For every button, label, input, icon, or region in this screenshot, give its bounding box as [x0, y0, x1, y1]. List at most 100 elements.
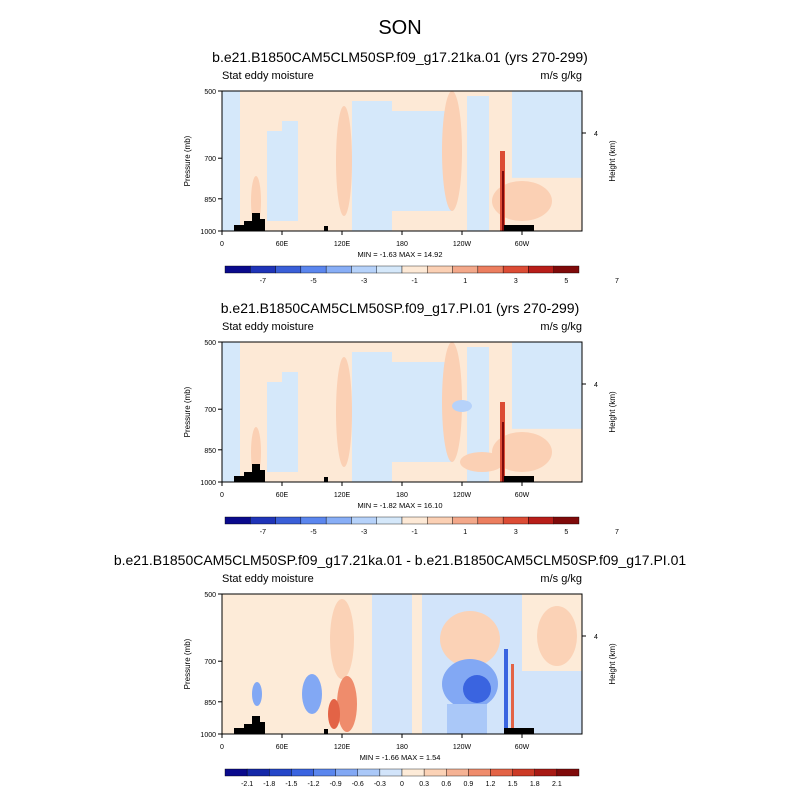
colorbar-label: -1: [412, 529, 418, 536]
colorbar-swatch: [291, 768, 314, 777]
colorbar-swatch: [300, 516, 327, 525]
contour-field: [502, 422, 504, 482]
y-axis-label: Pressure (mb): [183, 386, 192, 437]
colorbar-label: -2.1: [241, 781, 253, 788]
contour-field: [492, 432, 552, 472]
left-string: Stat eddy moisture: [222, 321, 314, 333]
colorbar-swatch: [224, 768, 248, 777]
y-tick-label: 850: [204, 448, 216, 455]
colorbar-label: 1: [463, 529, 467, 536]
colorbar-swatch: [502, 265, 529, 274]
topography: [234, 213, 265, 231]
contour-field: [512, 342, 582, 429]
topography: [324, 477, 328, 482]
colorbar-swatch: [300, 265, 327, 274]
x-tick-label: 120W: [453, 492, 472, 499]
colorbar-swatch: [553, 265, 580, 274]
colorbar-label: -7: [260, 278, 266, 285]
colorbar-label: 1.8: [530, 781, 540, 788]
contour-field: [467, 347, 489, 482]
y-tick-label: 850: [204, 197, 216, 204]
contour-plot: [222, 594, 582, 734]
colorbar-label: 0.9: [464, 781, 474, 788]
y-axis-label: Pressure (mb): [183, 135, 192, 186]
contour-field: [252, 682, 262, 706]
y-axis-right-label: Height (km): [608, 391, 617, 433]
x-tick-label: 120E: [334, 492, 351, 499]
colorbar-swatch: [452, 265, 479, 274]
x-tick-label: 60E: [276, 492, 289, 499]
x-tick-label: 120E: [334, 744, 351, 751]
right-string: m/s g/kg: [540, 70, 582, 82]
x-tick-label: 60W: [515, 492, 530, 499]
colorbar-swatch: [275, 265, 302, 274]
contour-field: [337, 676, 357, 732]
y-tick-label: 700: [204, 659, 216, 666]
x-tick-label: 60E: [276, 241, 289, 248]
colorbar-label: -7: [260, 529, 266, 536]
colorbar-swatch: [534, 768, 558, 777]
colorbar-label: 3: [514, 529, 518, 536]
contour-field: [452, 400, 472, 412]
x-tick-label: 180: [396, 492, 408, 499]
x-tick-label: 0: [220, 492, 224, 499]
contour-field: [328, 699, 340, 729]
colorbar-label: -1.5: [285, 781, 297, 788]
colorbar-label: -1.8: [263, 781, 275, 788]
colorbar-label: 0: [400, 781, 404, 788]
colorbar: -2.1 -1.8 -1.5 -1.2 -0.9 -0.6 -0.3 0 0.3 0.6 0.9 1.…: [224, 768, 580, 788]
colorbar-swatch: [224, 265, 251, 274]
colorbar-swatch: [490, 768, 513, 777]
colorbar-label: 0.6: [441, 781, 451, 788]
contour-field: [463, 675, 491, 703]
colorbar-swatch: [224, 516, 251, 525]
x-tick-label: 0: [220, 241, 224, 248]
colorbar-label: -1: [412, 278, 418, 285]
colorbar-swatch: [423, 768, 447, 777]
contour-field: [222, 342, 240, 482]
colorbar-swatch: [528, 265, 554, 274]
contour-plot: [222, 342, 582, 482]
colorbar-swatch: [325, 265, 352, 274]
colorbar-swatch: [376, 516, 403, 525]
chart-panel: b.e21.B1850CAM5CLM50SP.f09_g17.PI.01 (yr…: [183, 300, 619, 536]
colorbar-swatch: [250, 265, 276, 274]
colorbar-swatch: [357, 768, 381, 777]
y-right-tick-label: 4: [594, 634, 598, 641]
colorbar-swatch: [477, 516, 504, 525]
contour-field: [504, 649, 508, 734]
contour-field: [442, 91, 462, 211]
colorbar-label: -0.6: [352, 781, 364, 788]
right-string: m/s g/kg: [540, 573, 582, 585]
contour-field: [336, 357, 352, 467]
contour-field: [330, 599, 354, 679]
contour-field: [222, 91, 240, 231]
x-tick-label: 120W: [453, 744, 472, 751]
contour-field: [302, 674, 322, 714]
contour-field: [511, 664, 514, 734]
colorbar-swatch: [427, 516, 453, 525]
left-string: Stat eddy moisture: [222, 573, 314, 585]
colorbar-swatch: [246, 768, 270, 777]
stats-text: MIN = -1.82 MAX = 16.10: [357, 501, 442, 510]
colorbar-swatch: [376, 265, 403, 274]
topography: [324, 729, 328, 734]
contour-field: [282, 372, 298, 472]
colorbar-label: 7: [615, 529, 619, 536]
y-tick-label: 850: [204, 700, 216, 707]
colorbar-swatch: [553, 516, 580, 525]
y-tick-label: 500: [204, 340, 216, 347]
colorbar-swatch: [335, 768, 358, 777]
y-tick-label: 1000: [200, 480, 216, 487]
colorbar-swatch: [528, 516, 554, 525]
contour-field: [336, 106, 352, 216]
colorbar-swatch: [427, 265, 453, 274]
chart-title: b.e21.B1850CAM5CLM50SP.f09_g17.21ka.01 -…: [114, 552, 687, 568]
x-tick-label: 120E: [334, 241, 351, 248]
colorbar-swatch: [250, 516, 276, 525]
contour-field: [382, 111, 452, 211]
y-tick-label: 500: [204, 89, 216, 96]
x-tick-label: 0: [220, 744, 224, 751]
topography: [234, 716, 265, 734]
contour-field: [382, 362, 452, 462]
